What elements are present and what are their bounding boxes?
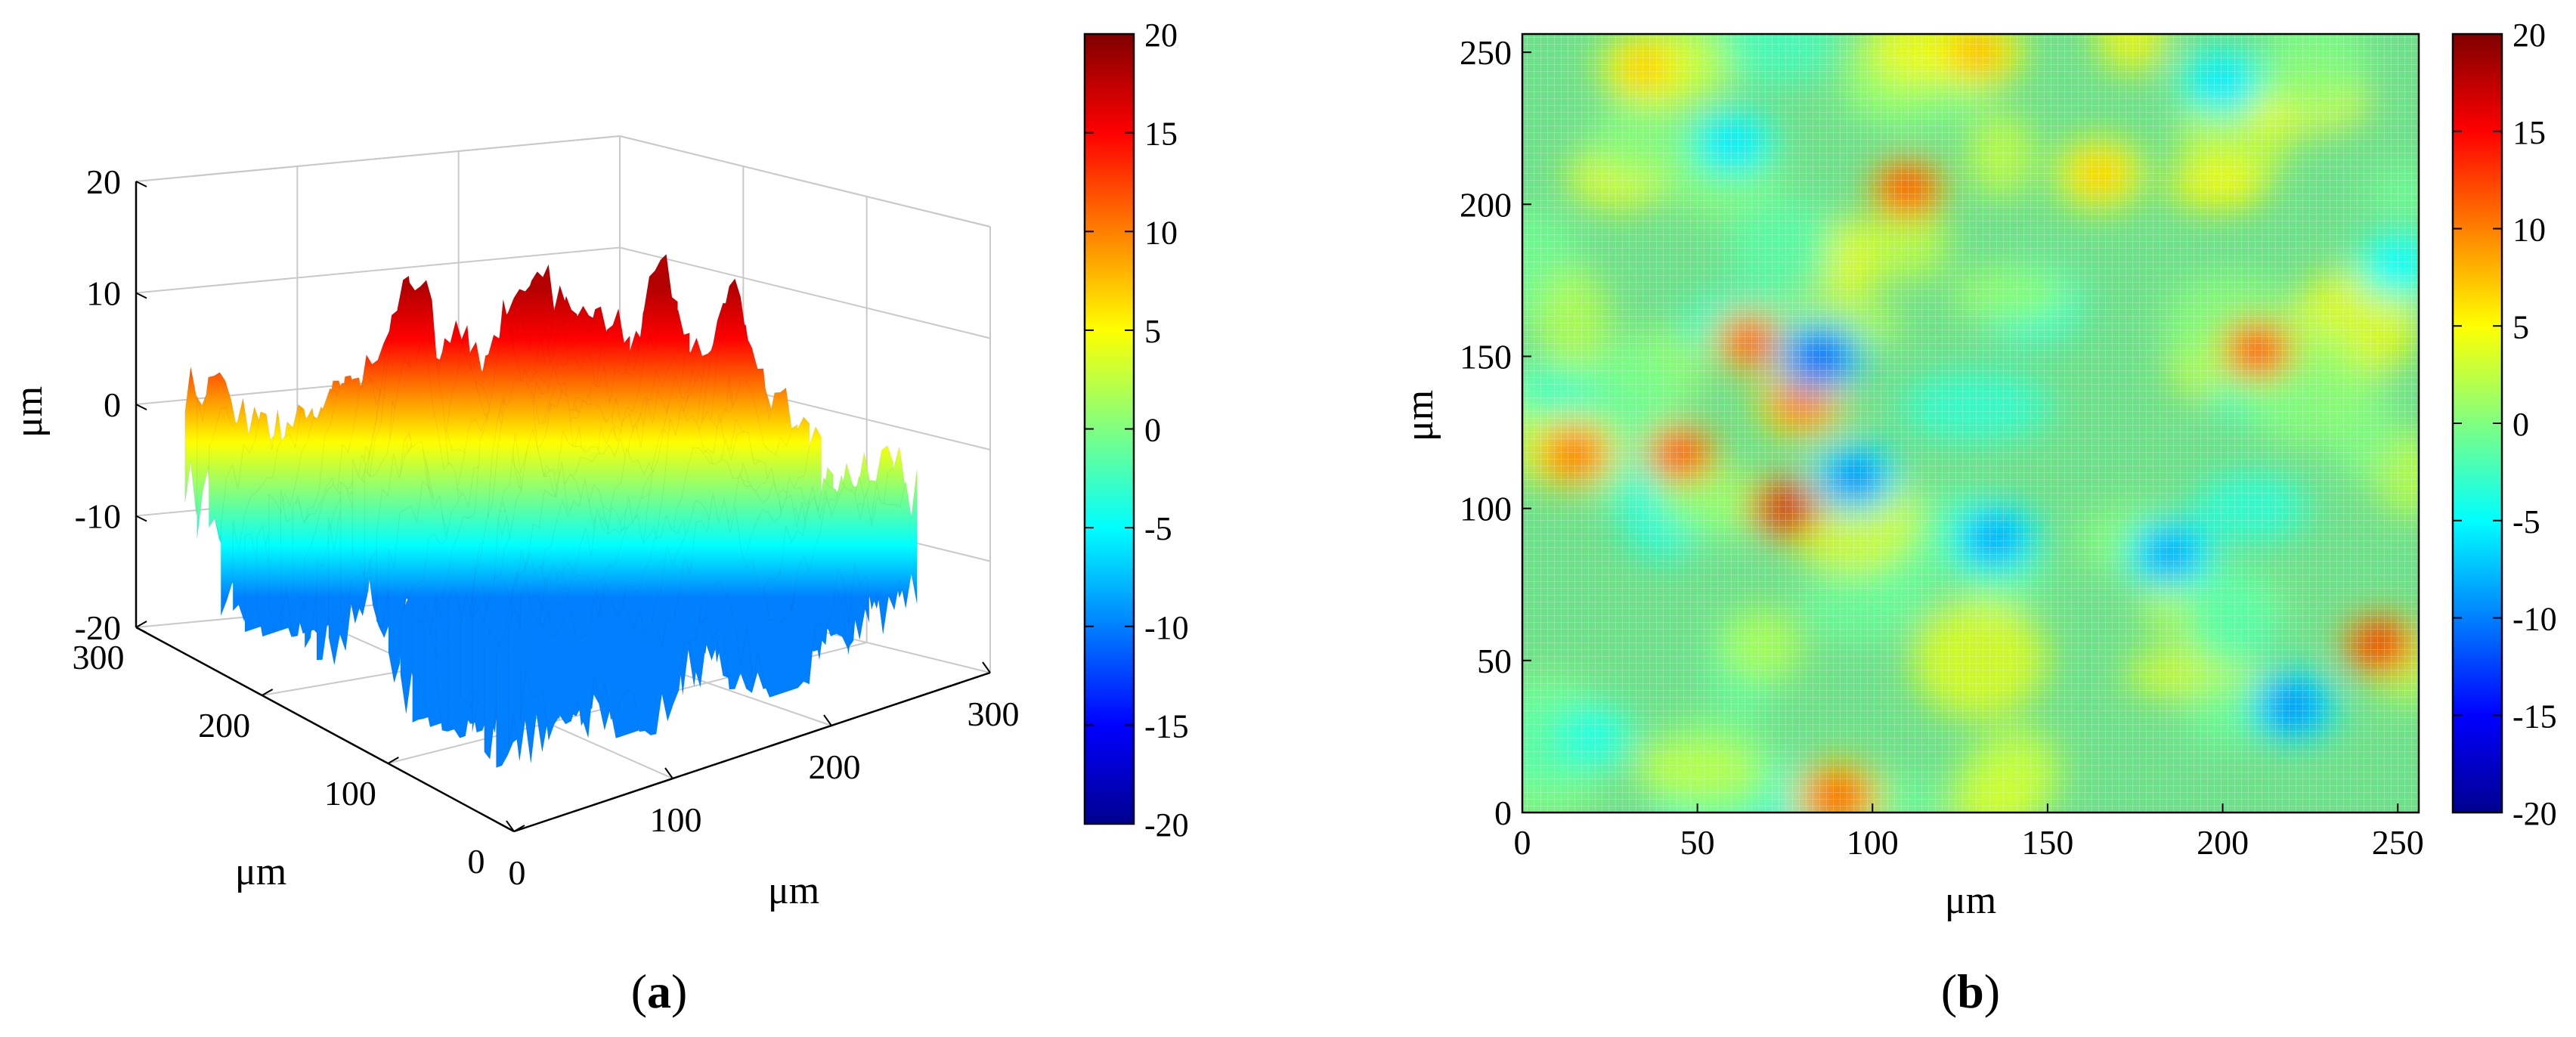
panel-b-x-tick-label: 150: [2021, 823, 2073, 862]
panel-a-z-tick-label: 0: [104, 385, 121, 424]
panel-a-y-tick-label: 200: [198, 706, 250, 744]
panel-b-y-tick-label: 0: [1494, 794, 1512, 832]
panel-a-colorbar-tick-label: -10: [1144, 609, 1189, 646]
panel-a-grid-line: [619, 246, 991, 339]
panel-a-caption: (a): [631, 964, 688, 1018]
panel-a-colorbar-tick-label: 15: [1144, 116, 1178, 153]
panel-a-y-tick: [262, 689, 274, 696]
panel-a-colorbar: 20 15 10 5 0 -5 -10 -15 -20: [1083, 17, 1189, 844]
panel-a-colorbar-tick-label: 5: [1144, 313, 1161, 350]
panel-a-colorbar-tick-label: 10: [1144, 214, 1178, 251]
panel-b-colorbar-tick-label: -20: [2513, 795, 2557, 832]
panel-b-x-tick-label: 0: [1514, 823, 1531, 862]
panel-a-x-tick: [664, 767, 673, 779]
panel-b-plot-frame: [1521, 33, 2420, 814]
panel-a-x-tick: [982, 661, 991, 673]
panel-a-z-tick-label: -10: [75, 497, 121, 536]
panel-a-colorbar-tick-label: 0: [1144, 412, 1161, 449]
panel-a-colorbar-tick-label: -20: [1144, 806, 1189, 844]
panel-a-z-tick-label: -20: [75, 608, 121, 647]
panel-a-z-tick-label: 20: [86, 163, 121, 201]
panel-b-tick-labels: 0 50 100 150 200 250 0 50 100 150 200 250: [1460, 33, 2424, 862]
panel-a-y-tick: [135, 621, 147, 628]
panel-b-caption: (b): [1941, 964, 2000, 1018]
panel-b-x-tick-label: 100: [1847, 823, 1899, 862]
panel-b-colorbar-tick-label: 10: [2513, 212, 2546, 249]
panel-b-colorbar-tick-label: -15: [2513, 698, 2557, 735]
panel-a-z-tick: [135, 404, 147, 410]
panel-a-z-tick: [135, 292, 147, 299]
panel-a-grid-line: [135, 135, 621, 182]
panel-a-x-tick-label: 300: [968, 695, 1020, 733]
panel-b-x-tick-label: 250: [2372, 823, 2424, 862]
panel-a-x-tick: [823, 714, 832, 726]
panel-b-ylabel: μm: [1398, 390, 1441, 441]
panel-a-z-tick: [135, 515, 147, 522]
panel-a-y-tick-label: 100: [324, 774, 376, 813]
panel-a-x-tick-label: 200: [809, 748, 861, 786]
panel-b-mesh-overlay: [1522, 34, 2419, 813]
panel-b-xlabel: μm: [1945, 879, 1996, 922]
panel-b-colorbar-tick-label: 5: [2513, 308, 2529, 345]
panel-b-colorbar-tick-label: 0: [2513, 406, 2529, 443]
panel-b-y-tick-label: 150: [1460, 337, 1512, 376]
panel-a-y-axis: [135, 626, 515, 833]
panel-a-z-tick: [135, 627, 147, 633]
panel-a-x-tick-label: 0: [509, 853, 526, 892]
panel-a-x-axis: [513, 671, 991, 833]
panel-a-xlabel: μm: [768, 869, 819, 912]
panel-a-colorbar-tick-label: -5: [1144, 510, 1172, 547]
panel-a-x-tick: [506, 820, 515, 832]
panel-b-colorbar-tick-label: 15: [2513, 114, 2546, 151]
panel-b-y-tick-label: 100: [1460, 490, 1512, 528]
panel-a-y-tick-label: 300: [73, 638, 125, 676]
panel-b-y-tick-label: 250: [1460, 33, 1512, 72]
panel-a-ylabel: μm: [235, 850, 286, 893]
panel-b-colorbar-tick-label: -5: [2513, 503, 2540, 540]
panel-a-colorbar-tick-label: -15: [1144, 707, 1189, 744]
panel-b-colorbar: 20 15 10 5 0 -5 -10 -15 -20: [2451, 17, 2557, 832]
panel-a-grid-line: [619, 135, 991, 228]
panel-b-colorbar-tick-label: -10: [2513, 601, 2557, 638]
panel-a-surface: [184, 253, 918, 769]
panel-b-y-tick-label: 50: [1477, 642, 1512, 680]
panel-a-y-tick-label: 0: [468, 842, 485, 881]
panel-b-y-tick-label: 200: [1460, 185, 1512, 224]
panel-b-colorbar-tick-label: 20: [2513, 17, 2546, 54]
panel-b-x-tick-label: 50: [1680, 823, 1715, 862]
panel-a-z-tick: [135, 181, 147, 187]
panel-a-z-tick-label: 10: [86, 274, 121, 313]
panel-a-colorbar-tick-label: 20: [1144, 17, 1178, 54]
panel-a-surface-slice: [519, 469, 918, 741]
panel-a-zlabel: μm: [8, 386, 51, 438]
panel-a-y-tick: [513, 825, 525, 832]
panel-a-grid-line: [135, 246, 621, 294]
panel-a-y-tick: [387, 757, 399, 764]
panel-a-x-tick-label: 100: [650, 800, 702, 839]
panel-b-x-tick-label: 200: [2197, 823, 2249, 862]
